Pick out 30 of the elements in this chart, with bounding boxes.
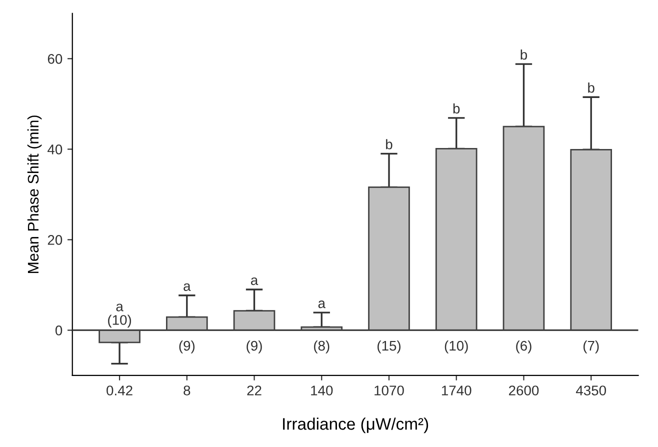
annotation: a: [251, 277, 258, 286]
annotation: (15): [378, 340, 400, 354]
annotation: a: [116, 304, 124, 312]
annotation: b: [453, 103, 460, 114]
y-tick-label: 20: [48, 235, 62, 245]
annotation: a: [184, 283, 191, 291]
annotation: a: [318, 300, 326, 308]
annotation: (9): [179, 340, 195, 354]
annotation: (9): [246, 340, 262, 354]
x-tick-label: 22: [247, 386, 262, 396]
annotation: b: [520, 49, 528, 60]
annotation: (8): [314, 340, 330, 354]
annotation: b: [386, 139, 392, 150]
x-tick-label: 4350: [576, 386, 606, 396]
x-tick-label: 0.42: [106, 386, 132, 396]
y-tick-label: 60: [48, 54, 62, 64]
annotation: (7): [583, 340, 599, 354]
x-axis-title: Irradiance (μW/cm²): [283, 418, 428, 434]
x-tick-label: 2600: [508, 386, 539, 396]
x-tick-label: 1740: [442, 386, 472, 396]
annotation: (6): [516, 340, 532, 354]
x-tick-label: 140: [311, 386, 333, 396]
x-tick-label: 8: [184, 386, 190, 396]
x-tick-label: 1070: [374, 386, 404, 396]
y-tick-label: 0: [55, 326, 62, 336]
annotation: b: [588, 82, 594, 93]
annotation: (10): [108, 314, 132, 328]
y-tick-label: 40: [48, 144, 62, 154]
annotation: (10): [444, 340, 468, 354]
y-axis-title: Mean Phase Shift (min): [27, 116, 42, 274]
